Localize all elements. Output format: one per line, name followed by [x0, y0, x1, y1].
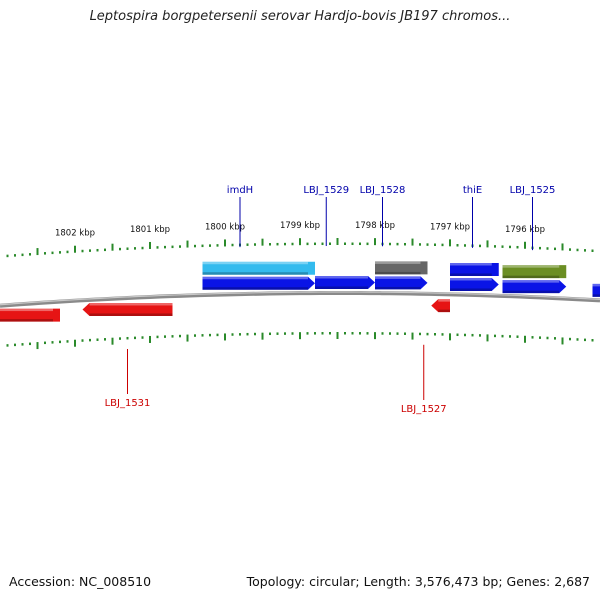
scale-tick-label: 1801 kbp — [130, 225, 170, 235]
feature-block — [375, 261, 428, 275]
reverse-gene-highlight — [89, 302, 173, 306]
features — [202, 261, 567, 279]
inner-ticks — [6, 332, 594, 350]
scale-tick-label: 1796 kbp — [505, 225, 545, 235]
forward-gene — [502, 280, 567, 294]
forward-genes — [202, 276, 600, 297]
scale-tick-label: 1798 kbp — [355, 221, 395, 231]
forward-gene-label: thiE — [463, 185, 482, 196]
feature-block-shadow — [375, 271, 421, 275]
map-title: Leptospira borgpetersenii serovar Hardjo… — [89, 9, 511, 24]
reverse-gene — [82, 302, 173, 316]
scale-tick-label: 1802 kbp — [55, 229, 95, 239]
reverse-gene-highlight — [438, 299, 450, 302]
forward-gene — [315, 276, 375, 290]
feature-block-body — [450, 262, 499, 276]
reverse-gene-shadow — [89, 313, 173, 316]
scale-tick-label: 1799 kbp — [280, 221, 320, 231]
feature-block-shadow — [450, 273, 492, 276]
feature-block-body — [202, 261, 315, 275]
forward-gene-body — [315, 276, 375, 290]
forward-gene-body — [202, 276, 315, 290]
forward-gene — [450, 277, 499, 291]
forward-gene-body — [450, 277, 499, 291]
forward-gene — [592, 283, 600, 297]
feature-block-shadow — [202, 272, 308, 275]
forward-gene-highlight — [375, 276, 421, 279]
feature-block-highlight — [202, 261, 308, 265]
forward-gene — [202, 276, 315, 290]
chromosome-backbone — [0, 290, 600, 308]
reverse-gene-label: LBJ_1531 — [105, 398, 151, 409]
feature-block-body — [502, 265, 567, 279]
feature-block-body — [375, 261, 428, 275]
feature-block — [450, 262, 499, 276]
reverse-gene-body — [82, 302, 173, 316]
forward-gene-body — [592, 283, 600, 297]
feature-block-shadow — [502, 275, 560, 279]
forward-gene-highlight — [202, 276, 308, 280]
feature-block-highlight — [375, 261, 421, 264]
reverse-gene-body — [431, 299, 450, 313]
chromosome-backbone-highlight — [0, 291, 600, 306]
feature-block-highlight — [502, 265, 560, 268]
forward-gene-shadow — [450, 288, 492, 291]
scale-tick-label: 1797 kbp — [430, 222, 470, 232]
feature-block-highlight — [450, 262, 492, 266]
forward-gene-label: LBJ_1528 — [360, 185, 406, 196]
gene-labels: imdH LBJ_1529 LBJ_1528 thiE LBJ_1525 LBJ_1531… — [105, 185, 556, 415]
forward-gene-shadow — [202, 287, 308, 290]
reverse-gene-highlight — [0, 308, 53, 312]
forward-gene-shadow — [592, 294, 600, 297]
forward-gene-shadow — [315, 286, 368, 290]
forward-gene-body — [375, 276, 428, 290]
forward-gene-label: LBJ_1525 — [510, 185, 556, 196]
scale-tick-label: 1800 kbp — [205, 222, 245, 232]
genome-summary-text: Topology: circular; Length: 3,576,473 bp… — [246, 574, 590, 589]
reverse-gene-label: LBJ_1527 — [401, 404, 447, 415]
reverse-gene-shadow — [438, 309, 450, 313]
forward-gene — [375, 276, 428, 290]
forward-gene-label: LBJ_1529 — [303, 185, 349, 196]
forward-gene-shadow — [502, 290, 560, 294]
reverse-gene — [0, 308, 60, 322]
feature-block — [202, 261, 315, 275]
reverse-genes — [0, 299, 450, 322]
forward-gene-body — [502, 280, 567, 294]
feature-block — [502, 265, 567, 279]
reverse-gene — [431, 299, 450, 313]
forward-gene-label: imdH — [227, 185, 253, 196]
forward-gene-highlight — [502, 280, 560, 283]
scale-labels: 1802 kbp 1801 kbp 1800 kbp 1799 kbp 1798 kbp… — [55, 221, 545, 239]
forward-gene-shadow — [375, 286, 421, 290]
reverse-gene-shadow — [0, 319, 53, 322]
accession-text: Accession: NC_008510 — [9, 574, 152, 589]
forward-gene-highlight — [315, 276, 368, 279]
forward-gene-highlight — [450, 277, 492, 281]
outer-ticks — [6, 238, 594, 258]
forward-gene-highlight — [592, 283, 600, 287]
reverse-gene-body — [0, 308, 60, 322]
